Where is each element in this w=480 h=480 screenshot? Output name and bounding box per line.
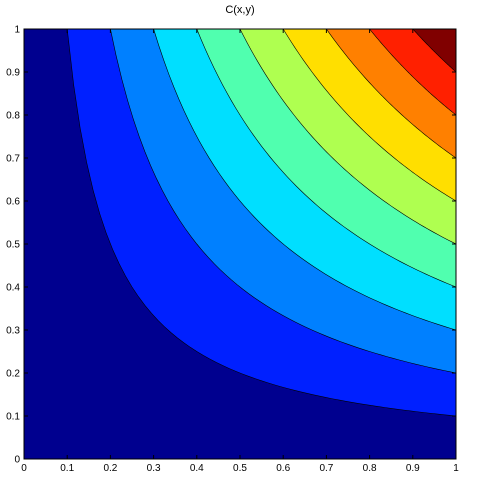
x-tick-label: 1 bbox=[453, 463, 459, 474]
x-tick-label: 0.3 bbox=[147, 463, 161, 474]
x-tick-label: 0.8 bbox=[363, 463, 377, 474]
x-tick-label: 0.6 bbox=[276, 463, 290, 474]
contour-line-1 bbox=[66, 28, 457, 417]
contour-line-9 bbox=[412, 28, 457, 73]
y-tick-label: 1 bbox=[14, 25, 20, 36]
contour-line-8 bbox=[369, 28, 457, 116]
y-tick-label: 0.7 bbox=[6, 154, 20, 165]
x-tick-label: 0.5 bbox=[233, 463, 247, 474]
y-tick-label: 0.5 bbox=[6, 240, 20, 251]
contour-bands bbox=[24, 29, 457, 459]
contour-line-7 bbox=[326, 28, 457, 159]
chart-title: C(x,y) bbox=[225, 4, 254, 16]
y-axis: 0 0.1 0.2 0.3 0.4 0.5 0.6 0.7 0.8 0.9 1 bbox=[6, 25, 456, 466]
x-tick-label: 0 bbox=[21, 463, 27, 474]
x-tick-label: 0.4 bbox=[190, 463, 204, 474]
y-tick-label: 0.4 bbox=[6, 283, 20, 294]
x-tick-label: 0.7 bbox=[319, 463, 333, 474]
x-axis: 0 0.1 0.2 0.3 0.4 0.5 0.6 0.7 0.8 0.9 1 bbox=[21, 29, 459, 474]
y-tick-label: 0.2 bbox=[6, 369, 20, 380]
y-tick-label: 0.3 bbox=[6, 326, 20, 337]
y-tick-label: 0.8 bbox=[6, 111, 20, 122]
contour-line-2 bbox=[110, 28, 457, 374]
contour-line-6 bbox=[282, 28, 457, 202]
y-tick-label: 0 bbox=[14, 455, 20, 466]
contour-lines bbox=[66, 28, 457, 417]
x-tick-label: 0.9 bbox=[406, 463, 420, 474]
y-tick-label: 0.1 bbox=[6, 412, 20, 423]
contour-line-5 bbox=[239, 28, 457, 245]
contour-line-3 bbox=[153, 28, 457, 331]
contour-band-9 bbox=[412, 29, 456, 72]
x-tick-label: 0.2 bbox=[103, 463, 117, 474]
y-tick-label: 0.9 bbox=[6, 68, 20, 79]
x-tick-label: 0.1 bbox=[60, 463, 74, 474]
contour-line-4 bbox=[196, 28, 457, 288]
y-tick-label: 0.6 bbox=[6, 197, 20, 208]
